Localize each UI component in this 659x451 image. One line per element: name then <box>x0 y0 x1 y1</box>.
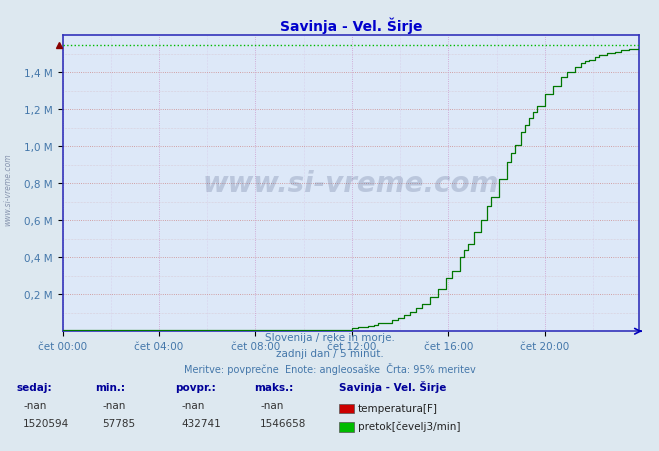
Text: min.:: min.: <box>96 382 126 392</box>
Text: Slovenija / reke in morje.: Slovenija / reke in morje. <box>264 332 395 342</box>
Text: -nan: -nan <box>181 400 204 410</box>
Text: -nan: -nan <box>23 400 46 410</box>
Title: Savinja - Vel. Širje: Savinja - Vel. Širje <box>279 17 422 33</box>
Text: 1520594: 1520594 <box>23 418 69 428</box>
Text: povpr.:: povpr.: <box>175 382 215 392</box>
Text: maks.:: maks.: <box>254 382 293 392</box>
Text: www.si-vreme.com: www.si-vreme.com <box>203 170 499 198</box>
Text: temperatura[F]: temperatura[F] <box>358 403 438 413</box>
Text: pretok[čevelj3/min]: pretok[čevelj3/min] <box>358 420 461 431</box>
Text: zadnji dan / 5 minut.: zadnji dan / 5 minut. <box>275 348 384 358</box>
Text: 1546658: 1546658 <box>260 418 306 428</box>
Text: -nan: -nan <box>102 400 125 410</box>
Text: Meritve: povprečne  Enote: angleosaške  Črta: 95% meritev: Meritve: povprečne Enote: angleosaške Čr… <box>184 362 475 374</box>
Text: sedaj:: sedaj: <box>16 382 52 392</box>
Text: 432741: 432741 <box>181 418 221 428</box>
Text: Savinja - Vel. Širje: Savinja - Vel. Širje <box>339 380 447 392</box>
Text: 57785: 57785 <box>102 418 135 428</box>
Text: www.si-vreme.com: www.si-vreme.com <box>3 153 13 226</box>
Text: -nan: -nan <box>260 400 283 410</box>
